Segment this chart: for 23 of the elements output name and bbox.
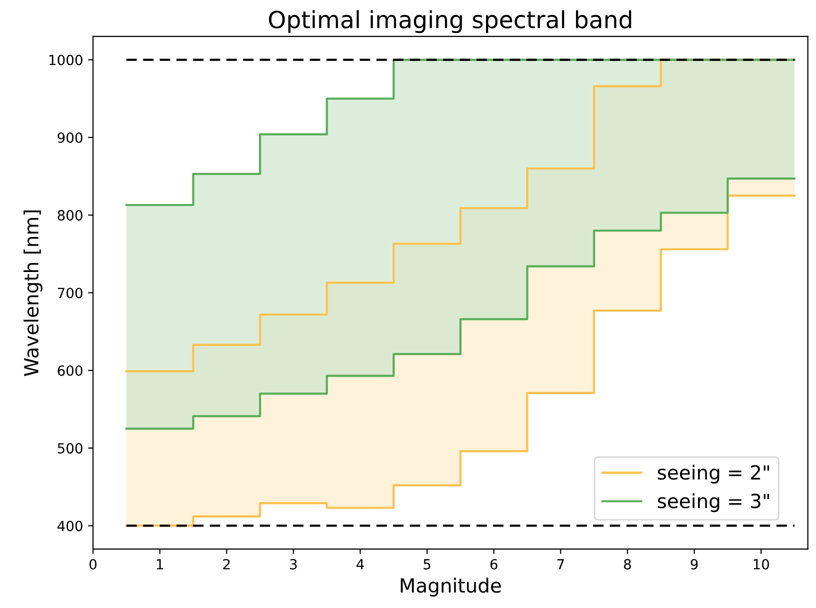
x-tick-label: 8 — [624, 558, 631, 570]
y-tick-label: 600 — [58, 365, 82, 376]
x-tick-label: 4 — [356, 559, 364, 570]
y-tick-label: 1000 — [49, 54, 82, 66]
y-axis-title: Wavelength [nm] — [24, 210, 42, 376]
x-axis-title: Magnitude — [400, 578, 501, 597]
y-tick-label: 900 — [58, 132, 82, 143]
x-tick-label: 3 — [290, 558, 297, 570]
x-tick-label: 0 — [90, 558, 97, 570]
x-tick-label: 2 — [223, 558, 230, 570]
y-tick-label: 500 — [58, 443, 82, 454]
y-tick-label: 400 — [57, 520, 82, 532]
x-tick-label: 7 — [557, 559, 564, 570]
x-tick-label: 9 — [690, 558, 698, 570]
y-tick-label: 800 — [58, 210, 82, 221]
legend-label: seeing = 2" — [658, 464, 770, 484]
x-tick-label: 1 — [156, 559, 163, 570]
x-tick-label: 5 — [424, 559, 430, 570]
y-tick-label: 700 — [58, 288, 82, 298]
x-tick-label: 10 — [754, 558, 769, 570]
x-tick-label: 6 — [490, 558, 498, 570]
chart-title: Optimal imaging spectral band — [268, 10, 632, 34]
legend-label: seeing = 3" — [658, 493, 770, 512]
